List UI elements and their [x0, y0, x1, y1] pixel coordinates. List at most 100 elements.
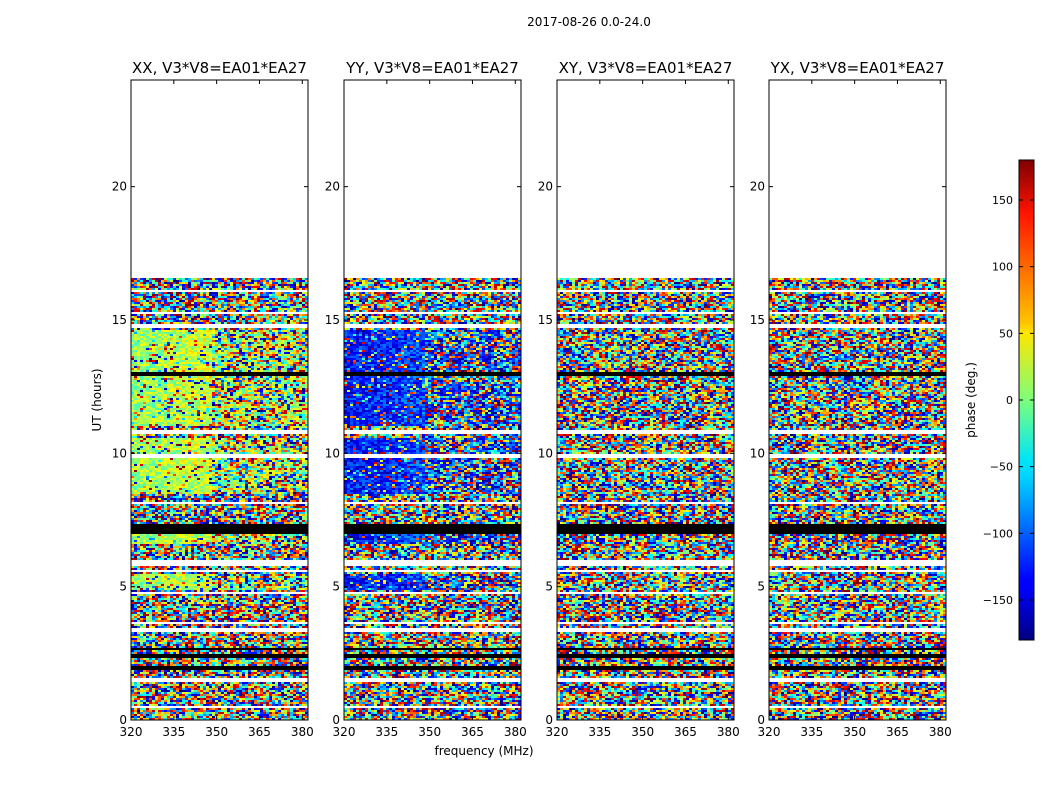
phase-cell — [170, 690, 173, 692]
phase-cell — [185, 702, 188, 704]
phase-cell — [215, 702, 218, 704]
phase-cell — [227, 690, 230, 692]
phase-cell — [290, 696, 293, 698]
phase-cell — [158, 690, 161, 692]
phase-cell — [269, 694, 272, 696]
phase-cell — [299, 688, 302, 690]
phase-cell — [158, 714, 161, 716]
phase-cell — [281, 708, 284, 710]
phase-cell — [161, 694, 164, 696]
phase-cell — [176, 702, 179, 704]
phase-cell — [239, 712, 242, 714]
phase-cell — [176, 696, 179, 698]
phase-cell — [299, 694, 302, 696]
phase-cell — [230, 704, 233, 706]
phase-cell — [248, 716, 251, 718]
phase-cell — [188, 686, 191, 688]
phase-cell — [170, 688, 173, 690]
phase-cell — [149, 690, 152, 692]
phase-cell — [281, 692, 284, 694]
phase-cell — [230, 714, 233, 716]
phase-cell — [182, 714, 185, 716]
phase-cell — [293, 714, 296, 716]
phase-cell — [239, 708, 242, 710]
phase-cell — [242, 692, 245, 694]
phase-cell — [293, 692, 296, 694]
phase-cell — [248, 708, 251, 710]
phase-cell — [278, 690, 281, 692]
phase-cell — [164, 696, 167, 698]
phase-cell — [206, 688, 209, 690]
phase-cell — [284, 708, 287, 710]
phase-cell — [212, 690, 215, 692]
phase-cell — [161, 696, 164, 698]
phase-cell — [302, 704, 305, 706]
phase-cell — [155, 688, 158, 690]
phase-cell — [278, 698, 281, 700]
phase-cell — [158, 696, 161, 698]
phase-cell — [203, 696, 206, 698]
phase-cell — [152, 716, 155, 718]
phase-cell — [263, 712, 266, 714]
phase-cell — [266, 712, 269, 714]
phase-cell — [233, 708, 236, 710]
phase-cell — [266, 698, 269, 700]
phase-cell — [230, 688, 233, 690]
phase-cell — [179, 700, 182, 702]
phase-cell — [161, 710, 164, 712]
phase-cell — [236, 696, 239, 698]
phase-cell — [179, 704, 182, 706]
phase-cell — [251, 700, 254, 702]
phase-cell — [281, 688, 284, 690]
phase-cell — [188, 702, 191, 704]
phase-cell — [230, 692, 233, 694]
phase-cell — [263, 702, 266, 704]
phase-cell — [209, 700, 212, 702]
phase-cell — [278, 714, 281, 716]
phase-cell — [170, 700, 173, 702]
phase-cell — [272, 698, 275, 700]
phase-cell — [176, 708, 179, 710]
phase-cell — [245, 700, 248, 702]
phase-cell — [206, 714, 209, 716]
phase-cell — [296, 696, 299, 698]
phase-cell — [278, 702, 281, 704]
phase-cell — [197, 704, 200, 706]
phase-cell — [197, 698, 200, 700]
phase-cell — [140, 714, 143, 716]
phase-cell — [200, 690, 203, 692]
phase-cell — [227, 716, 230, 718]
phase-cell — [134, 692, 137, 694]
phase-cell — [149, 716, 152, 718]
phase-cell — [215, 694, 218, 696]
phase-cell — [137, 688, 140, 690]
phase-cell — [164, 710, 167, 712]
phase-cell — [146, 696, 149, 698]
phase-cell — [164, 694, 167, 696]
phase-cell — [302, 712, 305, 714]
phase-cell — [236, 708, 239, 710]
phase-cell — [176, 692, 179, 694]
phase-cell — [245, 710, 248, 712]
phase-cell — [143, 686, 146, 688]
phase-cell — [254, 704, 257, 706]
phase-cell — [296, 704, 299, 706]
phase-cell — [164, 716, 167, 718]
phase-cell — [290, 714, 293, 716]
phase-cell — [302, 708, 305, 710]
phase-cell — [263, 708, 266, 710]
phase-cell — [218, 688, 221, 690]
phase-cell — [257, 704, 260, 706]
phase-cell — [146, 692, 149, 694]
phase-cell — [179, 686, 182, 688]
phase-cell — [251, 690, 254, 692]
phase-cell — [251, 716, 254, 718]
phase-cell — [203, 704, 206, 706]
phase-cell — [248, 694, 251, 696]
phase-cell — [134, 700, 137, 702]
phase-cell — [260, 694, 263, 696]
phase-cell — [257, 700, 260, 702]
phase-cell — [173, 712, 176, 714]
phase-cell — [227, 696, 230, 698]
phase-cell — [272, 716, 275, 718]
